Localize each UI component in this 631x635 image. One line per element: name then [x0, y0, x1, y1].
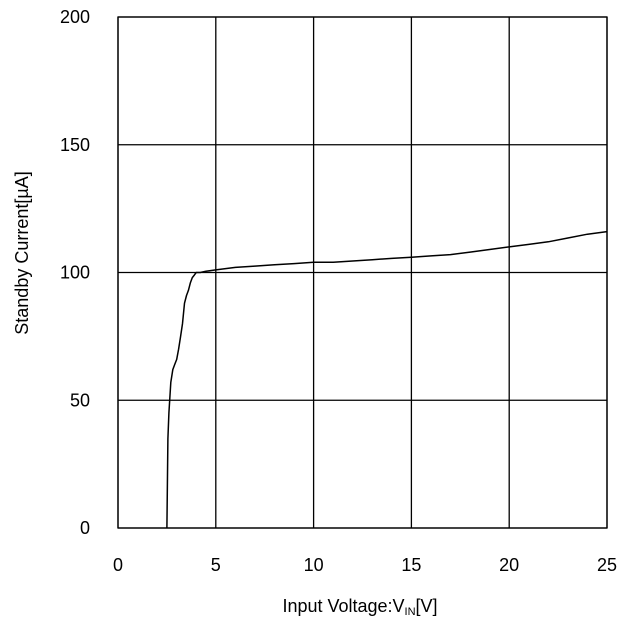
x-tick-label-3: 15: [401, 555, 421, 575]
x-axis-label: Input Voltage:VIN[V]: [282, 596, 437, 618]
y-tick-label-3: 150: [60, 135, 90, 155]
y-tick-label-0: 0: [80, 518, 90, 538]
y-axis-label: Standby Current[µA]: [12, 171, 32, 334]
x-axis-label-unit: [V]: [416, 596, 438, 616]
data-series: [166, 230, 608, 529]
x-tick-labels: 0 5 10 15 20 25: [113, 555, 617, 575]
y-tick-labels: 0 50 100 150 200: [60, 7, 90, 538]
plot-border: [117, 16, 608, 529]
y-tick-label-2: 100: [60, 263, 90, 283]
x-tick-label-5: 25: [597, 555, 617, 575]
x-tick-label-4: 20: [499, 555, 519, 575]
x-axis-label-main: Input Voltage:V: [282, 596, 404, 616]
x-tick-label-1: 5: [211, 555, 221, 575]
y-tick-label-1: 50: [70, 390, 90, 410]
x-tick-label-0: 0: [113, 555, 123, 575]
x-tick-label-2: 10: [304, 555, 324, 575]
y-tick-label-4: 200: [60, 7, 90, 27]
grid-layer: [117, 16, 608, 529]
x-axis-label-subscript: IN: [405, 606, 416, 618]
series-line-0: [166, 230, 608, 529]
plot-frame: [117, 16, 608, 529]
